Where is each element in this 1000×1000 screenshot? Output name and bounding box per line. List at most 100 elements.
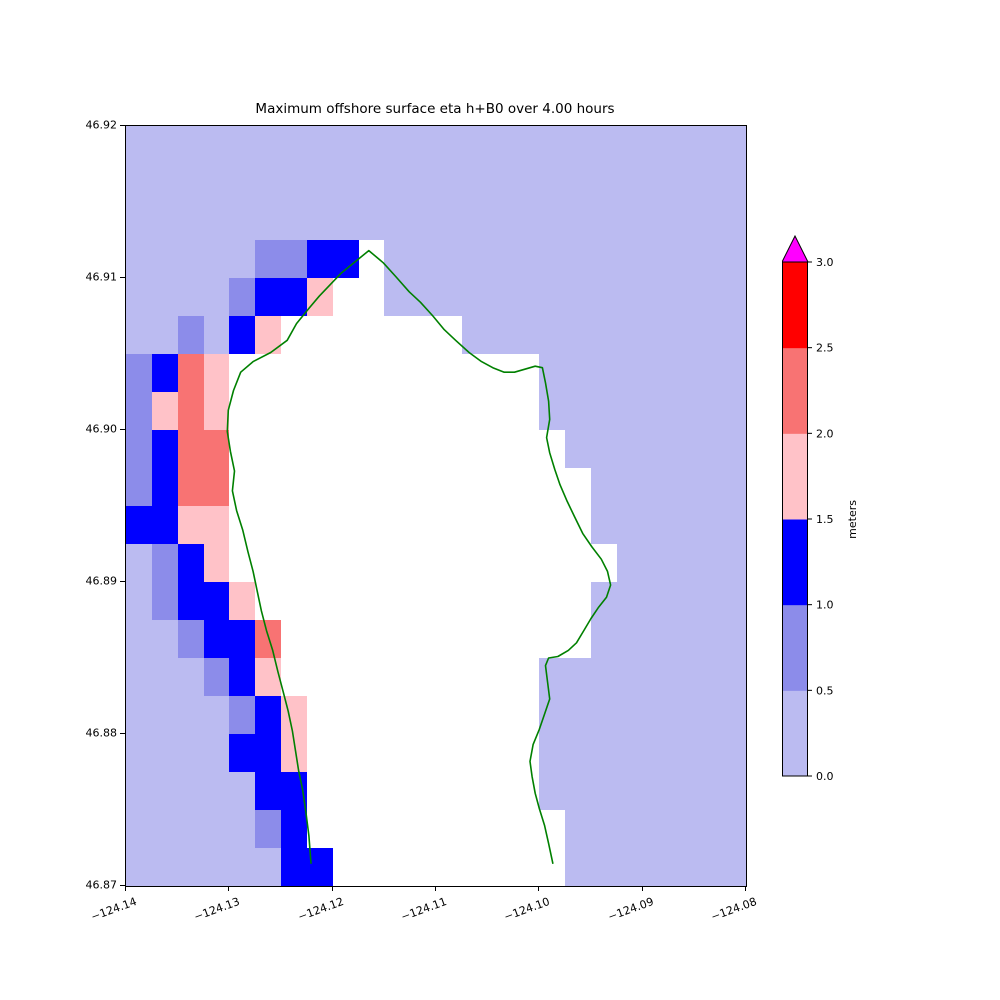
grid-cell xyxy=(151,848,178,886)
grid-cell xyxy=(436,582,462,620)
grid-cell xyxy=(126,658,152,696)
grid-cell xyxy=(384,240,411,278)
grid-cell xyxy=(151,772,178,810)
grid-cell xyxy=(281,240,307,278)
grid-cell xyxy=(642,734,669,772)
y-tick-label: 46.90 xyxy=(85,422,118,436)
grid-cell xyxy=(203,430,230,468)
grid-cell xyxy=(616,126,643,164)
grid-cell xyxy=(177,658,204,696)
grid-cell xyxy=(539,126,566,164)
grid-cell xyxy=(694,734,721,772)
grid-cell xyxy=(668,240,695,278)
grid-cell xyxy=(332,468,359,506)
grid-cell xyxy=(384,544,411,582)
grid-cell xyxy=(358,164,385,202)
grid-cell xyxy=(358,848,385,886)
grid-cell xyxy=(151,164,178,202)
grid-cell xyxy=(642,316,669,354)
grid-cell xyxy=(203,696,230,734)
grid-cell xyxy=(255,316,281,354)
grid-cell xyxy=(229,772,256,810)
plot-area xyxy=(125,125,747,887)
grid-cell xyxy=(720,316,746,354)
grid-cell xyxy=(203,392,230,430)
grid-cell xyxy=(436,696,462,734)
grid-cell xyxy=(384,696,411,734)
grid-cell xyxy=(720,696,746,734)
grid-cell xyxy=(694,620,721,658)
grid-cell xyxy=(384,202,411,240)
grid-cell xyxy=(616,506,643,544)
grid-cell xyxy=(229,202,256,240)
grid-cell xyxy=(384,506,411,544)
grid-cell xyxy=(616,544,643,582)
y-tick-mark xyxy=(120,429,125,430)
colorbar-tick-label: 2.5 xyxy=(816,342,834,355)
grid-cell xyxy=(384,582,411,620)
grid-cell xyxy=(255,582,281,620)
grid-cell xyxy=(229,506,256,544)
grid-cell xyxy=(616,278,643,316)
grid-cell xyxy=(177,544,204,582)
grid-cell xyxy=(694,278,721,316)
grid-cell xyxy=(177,582,204,620)
grid-cell xyxy=(332,278,359,316)
grid-cell xyxy=(668,734,695,772)
grid-cell xyxy=(332,772,359,810)
grid-cell xyxy=(487,582,514,620)
grid-cell xyxy=(151,658,178,696)
grid-cell xyxy=(358,734,385,772)
x-tick-label: −124.10 xyxy=(502,895,552,924)
x-tick-mark xyxy=(538,886,540,891)
grid-cell xyxy=(591,354,617,392)
grid-cell xyxy=(255,506,281,544)
grid-cell xyxy=(410,430,436,468)
grid-cell xyxy=(513,810,540,848)
grid-cell xyxy=(694,582,721,620)
grid-cell xyxy=(694,240,721,278)
grid-cell xyxy=(642,278,669,316)
y-tick-mark xyxy=(120,125,125,126)
grid-cell xyxy=(410,354,436,392)
grid-cell xyxy=(410,658,436,696)
grid-cell xyxy=(539,696,566,734)
x-tick-mark xyxy=(435,886,436,891)
grid-cell xyxy=(203,734,230,772)
colorbar-tick-label: 2.0 xyxy=(816,427,834,440)
grid-cell xyxy=(384,848,411,886)
grid-cell xyxy=(668,810,695,848)
grid-cell xyxy=(151,354,178,392)
grid-cell xyxy=(177,620,204,658)
grid-cell xyxy=(616,430,643,468)
grid-cell xyxy=(461,202,488,240)
grid-cell xyxy=(229,240,256,278)
grid-cell xyxy=(177,772,204,810)
grid-cell xyxy=(255,696,281,734)
grid-cell xyxy=(281,506,307,544)
grid-cell xyxy=(410,506,436,544)
grid-cell xyxy=(461,734,488,772)
colorbar-segment xyxy=(782,433,808,520)
grid-cell xyxy=(332,240,359,278)
y-tick-label: 46.92 xyxy=(85,118,118,132)
grid-cell xyxy=(539,202,566,240)
grid-cell xyxy=(436,620,462,658)
grid-cell xyxy=(720,772,746,810)
grid-cell xyxy=(306,620,333,658)
grid-cell xyxy=(694,468,721,506)
grid-cell xyxy=(591,734,617,772)
grid-cell xyxy=(616,810,643,848)
grid-cell xyxy=(203,354,230,392)
grid-cell xyxy=(281,544,307,582)
grid-cell xyxy=(436,658,462,696)
grid-cell xyxy=(358,430,385,468)
grid-cell xyxy=(487,468,514,506)
grid-cell xyxy=(513,202,540,240)
colorbar-frame xyxy=(782,261,808,777)
grid-cell xyxy=(565,392,591,430)
grid-cell xyxy=(332,126,359,164)
grid-cell xyxy=(720,126,746,164)
grid-cell xyxy=(151,278,178,316)
colorbar-tick-label: 1.0 xyxy=(816,599,834,612)
